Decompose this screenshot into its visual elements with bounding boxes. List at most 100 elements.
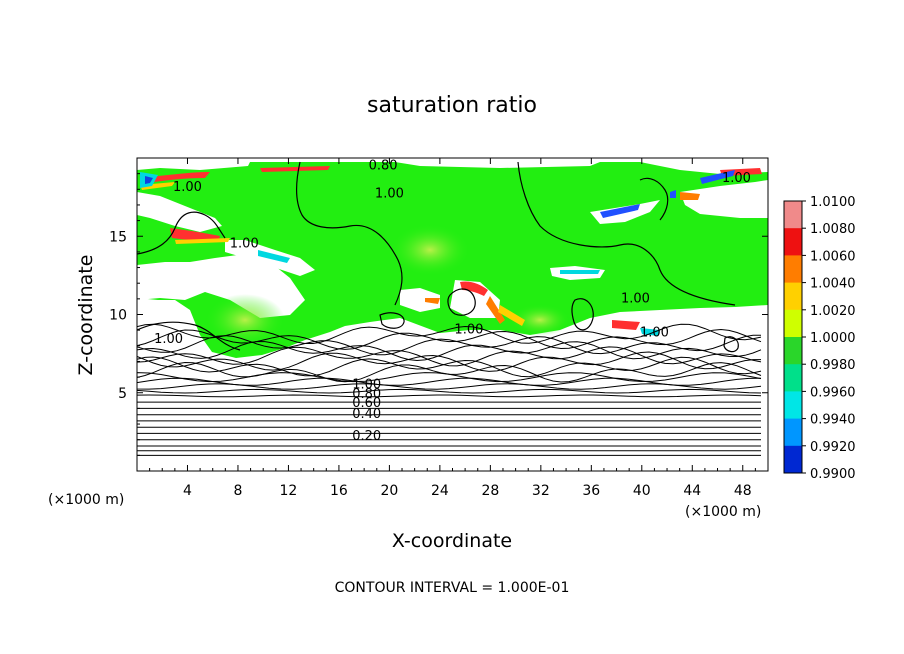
contour-label: 0.80 <box>369 158 398 173</box>
white-patch <box>395 162 600 168</box>
streak <box>260 166 330 172</box>
contour-line <box>137 377 762 386</box>
contour-line <box>137 361 762 383</box>
streak <box>140 172 210 184</box>
colorbar-label: 0.9980 <box>810 358 856 373</box>
x-tick-label: 20 <box>380 483 398 499</box>
contour-label: 1.00 <box>173 180 202 195</box>
colorbar-label: 1.0000 <box>810 331 856 346</box>
colorbar-label: 1.0020 <box>810 304 856 319</box>
contour-label: 1.00 <box>640 326 669 341</box>
white-patch <box>400 288 440 312</box>
colorbar-label: 0.9940 <box>810 413 856 428</box>
streak <box>486 296 505 324</box>
contour-label: 0.80 <box>352 387 381 402</box>
contour-label: 1.00 <box>154 332 183 347</box>
x-tick-label: 36 <box>582 483 600 499</box>
y-tick-label: 15 <box>109 229 127 245</box>
streak <box>460 281 488 296</box>
streak <box>140 182 175 190</box>
x-tick-label: 12 <box>280 483 298 499</box>
colorbar-swatch <box>784 255 802 284</box>
colorbar-swatch <box>784 282 802 311</box>
colorbar-swatch <box>784 364 802 392</box>
colorbar-label: 0.9920 <box>810 440 856 455</box>
contour-line <box>137 323 762 344</box>
streak <box>680 192 700 200</box>
colorbar-swatch <box>784 309 802 338</box>
streak <box>170 228 220 242</box>
x-tick-label: 44 <box>683 483 701 499</box>
streak <box>700 170 735 184</box>
contour-line <box>137 356 762 378</box>
x-tick-label: 48 <box>734 483 752 499</box>
streak <box>498 305 525 326</box>
upper-contours <box>137 161 739 353</box>
contour-label: 1.00 <box>621 291 650 306</box>
colorbar-swatch <box>784 418 802 447</box>
contour-label: 1.00 <box>230 237 259 252</box>
x-tick-label: 24 <box>431 483 449 499</box>
colorbar-swatch <box>784 228 802 256</box>
streak <box>560 270 600 274</box>
x-axis: 4 8 12 16 20 24 28 32 36 40 44 48 <box>149 158 756 499</box>
x-tick-label: 4 <box>183 483 192 499</box>
colorbar-swatch <box>784 337 802 365</box>
light-green-patch <box>205 294 285 346</box>
streak <box>600 204 640 218</box>
contour-line <box>137 346 762 367</box>
streak <box>612 320 640 330</box>
white-patch <box>137 192 222 232</box>
streak <box>640 328 660 336</box>
white-patch <box>137 162 250 170</box>
streak <box>670 190 676 198</box>
light-green-patch <box>510 304 570 336</box>
colorbar-swatch <box>784 445 802 474</box>
contour-line <box>137 351 761 372</box>
contour-label: 0.40 <box>352 407 381 422</box>
contour-label: 1.00 <box>375 186 404 201</box>
x-tick-label: 16 <box>330 483 348 499</box>
streak <box>175 238 230 244</box>
colorbar-label: 0.9960 <box>810 385 856 400</box>
y-tick-label: 10 <box>109 308 127 324</box>
colorbar-label: 0.9900 <box>810 467 856 482</box>
contour-line <box>137 334 762 356</box>
x-axis-label: X-coordinate <box>392 530 512 552</box>
x-unit-left: (×1000 m) <box>48 492 124 508</box>
colorbar: 1.0100 1.0080 1.0060 1.0040 1.0020 1.0000 0.99… <box>783 195 856 482</box>
contour-label: 0.60 <box>352 396 381 411</box>
colorbar-label: 1.0100 <box>810 195 856 210</box>
colorbar-label: 1.0060 <box>810 249 856 264</box>
white-patch <box>680 180 768 218</box>
streak <box>425 298 440 304</box>
contour-label: 1.00 <box>352 377 381 392</box>
x-tick-label: 32 <box>532 483 550 499</box>
colorbar-swatch <box>784 201 802 229</box>
contour-labels: 0.801.00 1.001.001.001.001.00 1.001.001.00… <box>154 158 751 444</box>
contour-label: 0.20 <box>352 429 381 444</box>
streak <box>258 250 290 263</box>
colorbar-label: 1.0040 <box>810 277 856 292</box>
contour-line <box>137 388 762 394</box>
x-tick-label: 40 <box>633 483 651 499</box>
y-axis: 5 10 15 <box>109 173 768 456</box>
colorbar-label: 1.0080 <box>810 222 856 237</box>
contour-interval-footer: CONTOUR INTERVAL = 1.000E-01 <box>335 580 570 596</box>
y-tick-label: 5 <box>118 386 127 402</box>
streak <box>145 176 153 184</box>
contour-label: 1.00 <box>722 171 751 186</box>
contour-line <box>137 328 762 350</box>
chart-title: saturation ratio <box>367 93 537 118</box>
contour-line <box>137 394 762 398</box>
contour-lines <box>137 323 762 456</box>
x-tick-label: 28 <box>481 483 499 499</box>
light-green-patch <box>390 224 470 276</box>
colorbar-swatch <box>784 391 802 420</box>
plot-area <box>137 158 768 471</box>
contour-label: 1.00 <box>454 323 483 338</box>
x-unit-right: (×1000 m) <box>685 504 761 520</box>
x-tick-label: 8 <box>233 483 242 499</box>
y-axis-label: Z-coordinate <box>75 255 97 376</box>
